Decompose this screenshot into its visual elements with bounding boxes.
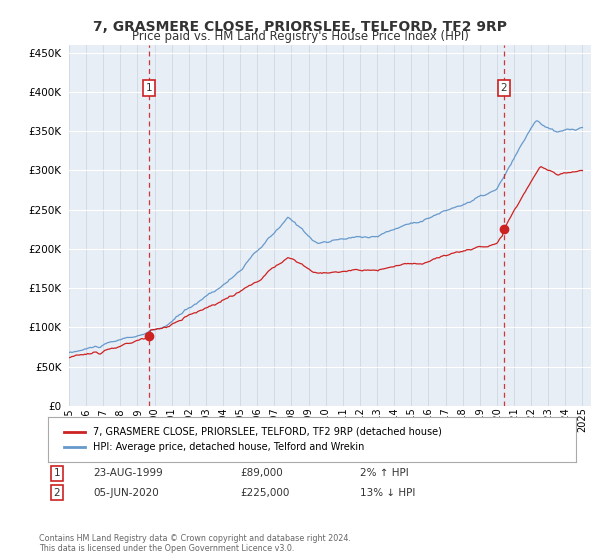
Text: 2% ↑ HPI: 2% ↑ HPI (360, 468, 409, 478)
Text: 1: 1 (146, 83, 152, 93)
Text: Contains HM Land Registry data © Crown copyright and database right 2024.
This d: Contains HM Land Registry data © Crown c… (39, 534, 351, 553)
Legend: 7, GRASMERE CLOSE, PRIORSLEE, TELFORD, TF2 9RP (detached house), HPI: Average pr: 7, GRASMERE CLOSE, PRIORSLEE, TELFORD, T… (58, 421, 448, 458)
Text: 13% ↓ HPI: 13% ↓ HPI (360, 488, 415, 498)
Text: 7, GRASMERE CLOSE, PRIORSLEE, TELFORD, TF2 9RP: 7, GRASMERE CLOSE, PRIORSLEE, TELFORD, T… (93, 20, 507, 34)
Text: 2: 2 (53, 488, 61, 498)
Text: £89,000: £89,000 (240, 468, 283, 478)
Text: 2: 2 (500, 83, 507, 93)
Text: £225,000: £225,000 (240, 488, 289, 498)
Text: 1: 1 (53, 468, 61, 478)
Text: Price paid vs. HM Land Registry's House Price Index (HPI): Price paid vs. HM Land Registry's House … (131, 30, 469, 43)
Text: 05-JUN-2020: 05-JUN-2020 (93, 488, 159, 498)
Text: 23-AUG-1999: 23-AUG-1999 (93, 468, 163, 478)
